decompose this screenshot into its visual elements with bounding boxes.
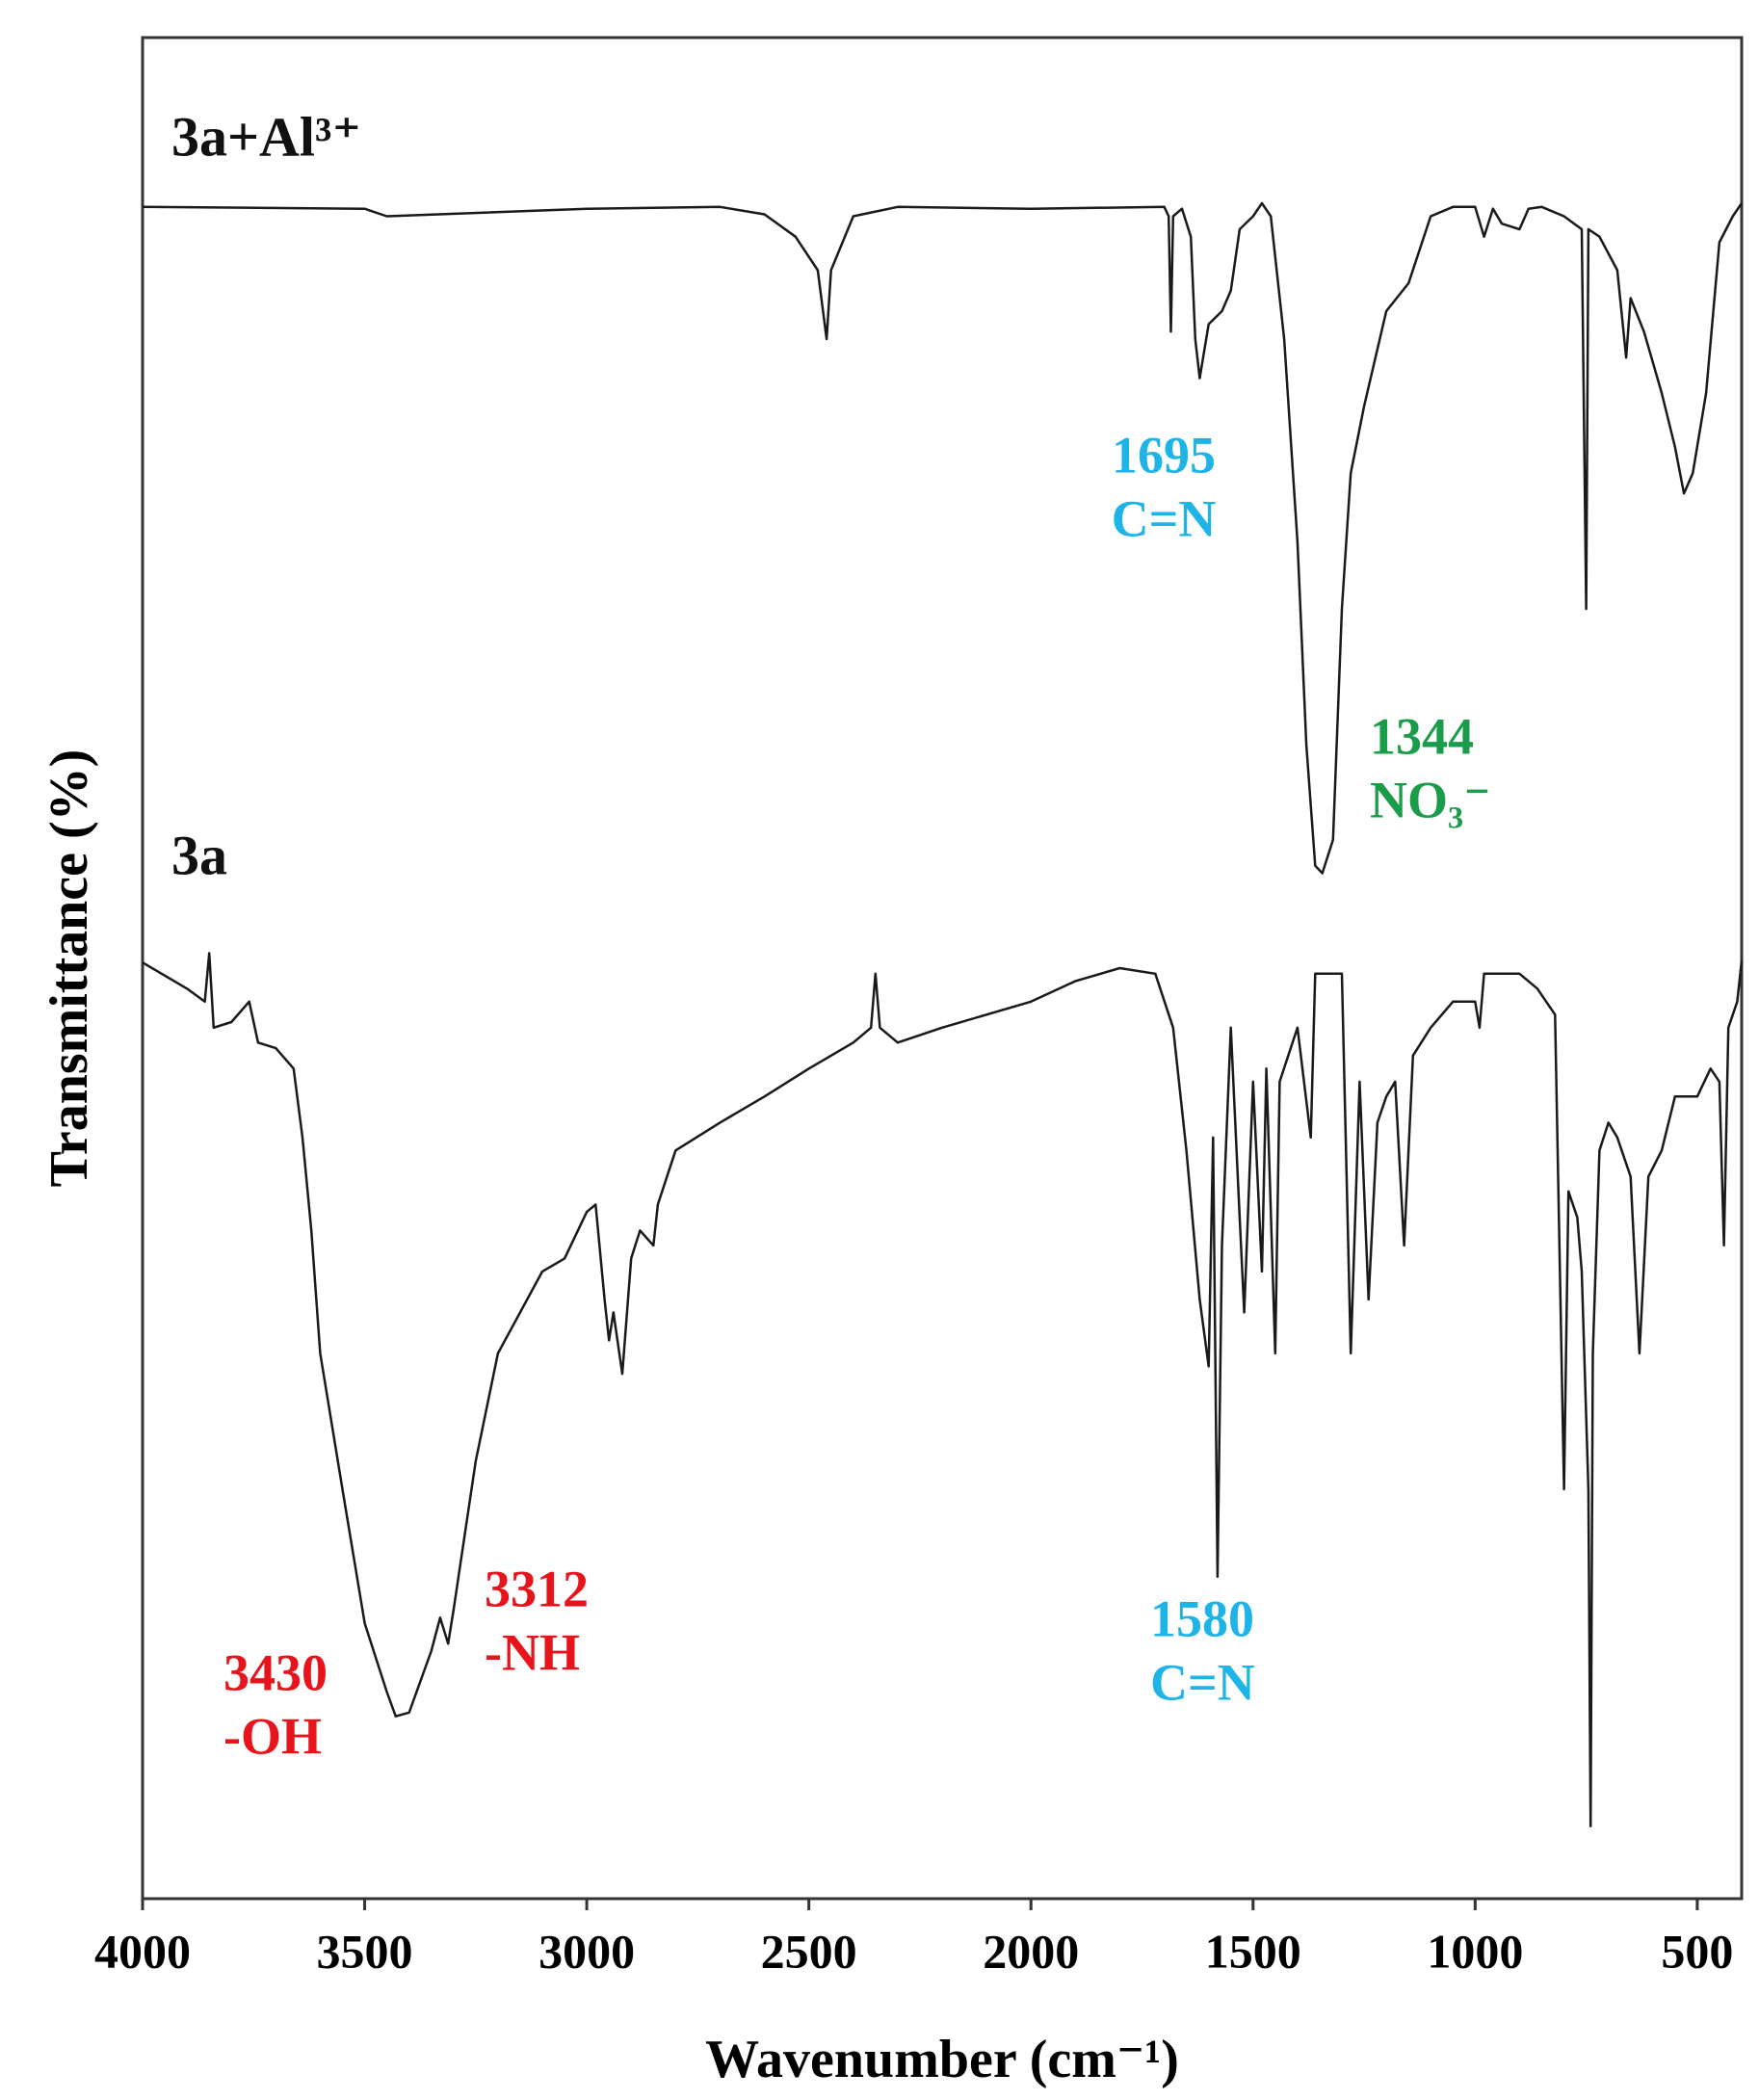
annotation: 1695 xyxy=(1112,426,1216,484)
annotation: -OH xyxy=(223,1707,322,1765)
plot-frame xyxy=(141,36,1744,1901)
annotation: 3430 xyxy=(223,1643,328,1701)
series-label: 3a+Al³⁺ xyxy=(171,105,361,168)
series-label: 3a xyxy=(171,824,227,886)
annotation: NO₃⁻ xyxy=(1370,771,1491,828)
x-tick-label: 3000 xyxy=(538,1924,635,1978)
annotation: 1344 xyxy=(1370,707,1474,765)
x-tick-label: 2000 xyxy=(983,1924,1079,1978)
x-tick-label: 3500 xyxy=(317,1924,413,1978)
annotation: 3312 xyxy=(485,1560,589,1617)
x-tick-label: 4000 xyxy=(94,1924,191,1978)
x-tick-label: 1500 xyxy=(1205,1924,1301,1978)
annotation: 1580 xyxy=(1150,1589,1254,1647)
x-tick-label: 1000 xyxy=(1427,1924,1523,1978)
spectrum-line xyxy=(142,201,1744,875)
x-axis-label: Wavenumber (cm⁻¹) xyxy=(705,2030,1179,2089)
annotation: -NH xyxy=(485,1623,580,1681)
annotation: C=N xyxy=(1112,489,1217,547)
annotation: C=N xyxy=(1150,1653,1255,1711)
y-axis-label: Transmittance (%) xyxy=(39,749,99,1188)
x-tick-label: 2500 xyxy=(761,1924,857,1978)
spectrum-line xyxy=(142,952,1744,1827)
x-tick-label: 500 xyxy=(1661,1924,1733,1978)
